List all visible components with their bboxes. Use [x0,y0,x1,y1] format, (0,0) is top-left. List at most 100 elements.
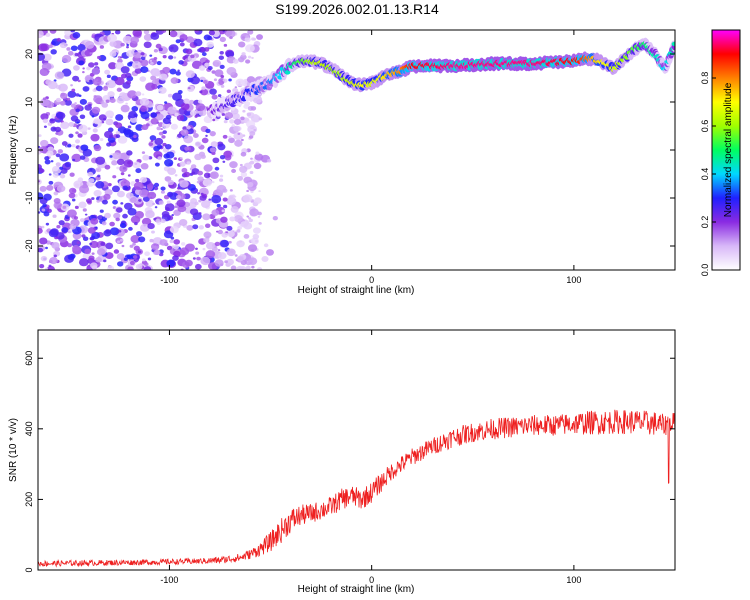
heatmap-cell [214,241,221,247]
heatmap-cell [93,189,102,197]
heatmap-cell [247,257,258,266]
heatmap-cell [197,48,202,53]
heatmap-cell [111,160,118,166]
heatmap-cell [103,259,107,263]
heatmap-cell [67,50,74,56]
heatmap-cell [197,170,204,176]
heatmap-cell [106,79,117,89]
heatmap-cell [115,114,124,121]
heatmap-cell [234,139,243,147]
heatmap-cell [128,226,133,231]
heatmap-cell [179,161,186,167]
heatmap-cell [195,251,200,255]
heatmap-cell [120,66,130,74]
heatmap-cell [229,161,238,169]
heatmap-cell [103,85,108,89]
heatmap-cell [226,89,231,94]
spectrogram-x-tick-label: -100 [160,275,178,285]
heatmap-cell [228,195,233,200]
heatmap-cell [135,124,144,131]
heatmap-cell [151,83,158,90]
heatmap-cell [189,110,197,116]
heatmap-cell [150,112,158,118]
heatmap-cell [244,101,251,107]
heatmap-cell [75,108,80,113]
heatmap-cell [256,34,264,40]
heatmap-cell [156,104,164,111]
heatmap-cell [80,144,89,152]
heatmap-cell [74,205,79,209]
heatmap-cell [78,60,85,66]
heatmap-cell [245,265,251,270]
heatmap-cell [116,87,122,92]
heatmap-cell [150,32,160,40]
heatmap-cell [46,265,55,270]
heatmap-cell [203,34,211,41]
heatmap-cell [133,51,142,59]
heatmap-cell [46,150,54,157]
heatmap-cell [233,125,241,132]
heatmap-cell [134,210,144,219]
heatmap-cell [160,190,165,194]
heatmap-cell [114,30,121,35]
heatmap-cell [73,216,79,220]
heatmap-cell [239,165,248,173]
heatmap-cell [244,37,251,43]
heatmap-cell [128,164,131,168]
heatmap-cell [59,166,64,170]
heatmap-cell [38,134,42,138]
heatmap-cell [156,144,163,149]
heatmap-cell [184,243,195,252]
heatmap-cell [171,51,175,54]
heatmap-cell [238,41,246,48]
heatmap-cell [258,190,261,193]
heatmap-cell [72,158,76,162]
heatmap-cell [226,197,237,206]
heatmap-cell [190,164,197,169]
heatmap-cell [229,189,233,192]
heatmap-cell [252,227,261,234]
heatmap-cell [44,156,50,161]
heatmap-cell [109,97,116,103]
heatmap-cell [167,191,174,197]
heatmap-cell [249,208,259,217]
heatmap-cell [166,200,171,204]
heatmap-cell [45,32,51,37]
heatmap-cell [143,262,149,266]
heatmap-cell [129,116,138,123]
heatmap-cell [140,52,145,56]
heatmap-cell [144,251,150,257]
heatmap-cell [205,241,216,250]
heatmap-cell [61,141,68,146]
heatmap-cell [150,243,160,251]
heatmap-cell [131,61,142,69]
heatmap-cell [91,231,101,240]
heatmap-cell [222,78,228,83]
heatmap-cell [190,76,200,85]
heatmap-cell [218,55,225,60]
heatmap-cell [222,134,228,139]
heatmap-cell [107,265,115,270]
heatmap-cell [79,155,86,160]
heatmap-cell [130,36,140,44]
heatmap-cell [175,39,181,44]
heatmap-cell [200,88,209,96]
heatmap-cell [219,239,230,248]
heatmap-cell [230,265,237,270]
heatmap-cell [175,195,182,200]
heatmap-cell [103,229,112,237]
heatmap-cell [148,142,154,147]
heatmap-cell [91,252,95,255]
heatmap-cell [127,174,131,177]
heatmap-cell [138,198,142,202]
heatmap-cell [45,246,48,250]
heatmap-cell [125,80,132,85]
heatmap-cell [167,179,174,186]
heatmap-cell [109,155,113,158]
heatmap-cell [78,258,89,267]
snr-y-tick-label: 600 [24,351,34,366]
heatmap-cell [194,115,198,118]
heatmap-cell [73,65,80,71]
heatmap-cell [178,60,184,65]
